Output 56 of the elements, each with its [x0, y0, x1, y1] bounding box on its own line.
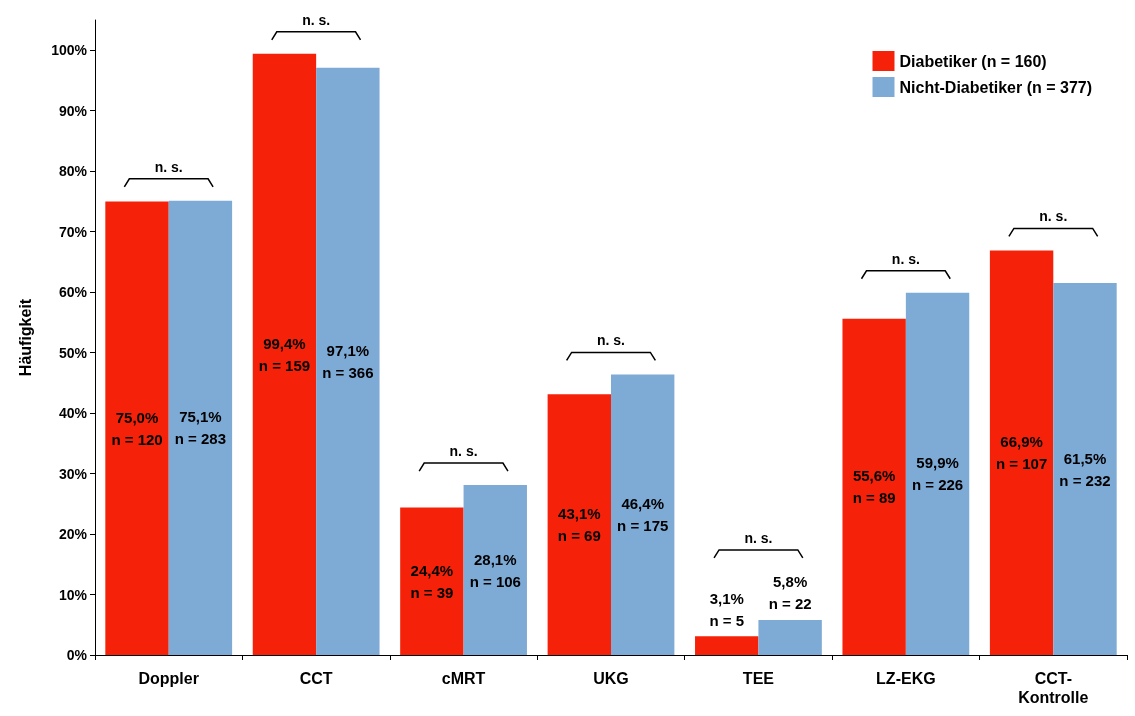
bar — [842, 318, 906, 655]
data-label: 61,5% n = 232 — [1059, 449, 1111, 489]
annotation: n. s. — [449, 443, 478, 460]
y-tick-label: 10% — [58, 586, 88, 603]
x-tick-label: CCT — [299, 670, 333, 687]
y-tick-label: 60% — [58, 284, 88, 301]
y-tick-label: 30% — [58, 465, 88, 482]
annotation: n. s. — [302, 11, 331, 28]
bar — [400, 507, 464, 655]
y-tick-label: 80% — [58, 163, 88, 180]
x-tick-label: cMRT — [441, 670, 486, 687]
bar — [316, 67, 380, 655]
y-tick-label: 0% — [66, 647, 88, 663]
y-tick-label: 70% — [58, 223, 88, 240]
bar — [905, 292, 970, 655]
bar — [695, 636, 759, 655]
bar — [252, 53, 317, 655]
data-label: 5,8% n = 22 — [768, 573, 812, 613]
annotation: n. s. — [1039, 208, 1068, 225]
data-label: 75,0% n = 120 — [111, 408, 163, 448]
bar — [989, 250, 1054, 655]
data-label: 99,4% n = 159 — [258, 334, 311, 374]
data-label: 55,6% n = 89 — [852, 467, 896, 507]
legend-label: Diabetiker (n = 160) — [899, 52, 1047, 70]
bar — [1053, 283, 1117, 655]
bar — [105, 201, 169, 655]
bar — [463, 485, 527, 655]
bar — [168, 200, 233, 655]
y-tick-label: 90% — [58, 102, 88, 119]
data-label: 24,4% n = 39 — [410, 561, 454, 601]
data-label: 28,1% n = 106 — [469, 550, 521, 590]
x-tick-label: LZ-EKG — [876, 670, 936, 687]
data-label: 97,1% n = 366 — [322, 341, 374, 381]
annotation: n. s. — [891, 250, 920, 267]
bar — [547, 394, 611, 655]
data-label: 46,4% n = 175 — [617, 495, 669, 535]
x-tick-label: Doppler — [138, 670, 199, 687]
y-tick-label: 40% — [58, 405, 88, 422]
data-label: 75,1% n = 283 — [174, 408, 227, 448]
y-tick-label: 20% — [58, 526, 88, 543]
data-label: 66,9% n = 107 — [995, 433, 1048, 473]
y-axis-title: Häufigkeit — [16, 298, 34, 377]
x-tick-label: UKG — [593, 670, 629, 687]
annotation: n. s. — [154, 158, 183, 175]
data-label: 43,1% n = 69 — [557, 505, 601, 545]
annotation: n. s. — [744, 529, 773, 546]
x-tick-label: TEE — [742, 670, 775, 687]
bar — [758, 619, 822, 655]
data-label: 59,9% n = 226 — [911, 454, 964, 494]
y-tick-label: 50% — [58, 344, 88, 361]
legend-label: Nicht-Diabetiker (n = 377) — [899, 78, 1092, 96]
x-tick-label: CCT- Kontrolle — [1018, 670, 1089, 706]
data-label: 3,1% n = 5 — [709, 589, 745, 629]
y-tick-label: 100% — [51, 42, 88, 59]
bar — [611, 374, 675, 655]
annotation: n. s. — [596, 332, 626, 349]
